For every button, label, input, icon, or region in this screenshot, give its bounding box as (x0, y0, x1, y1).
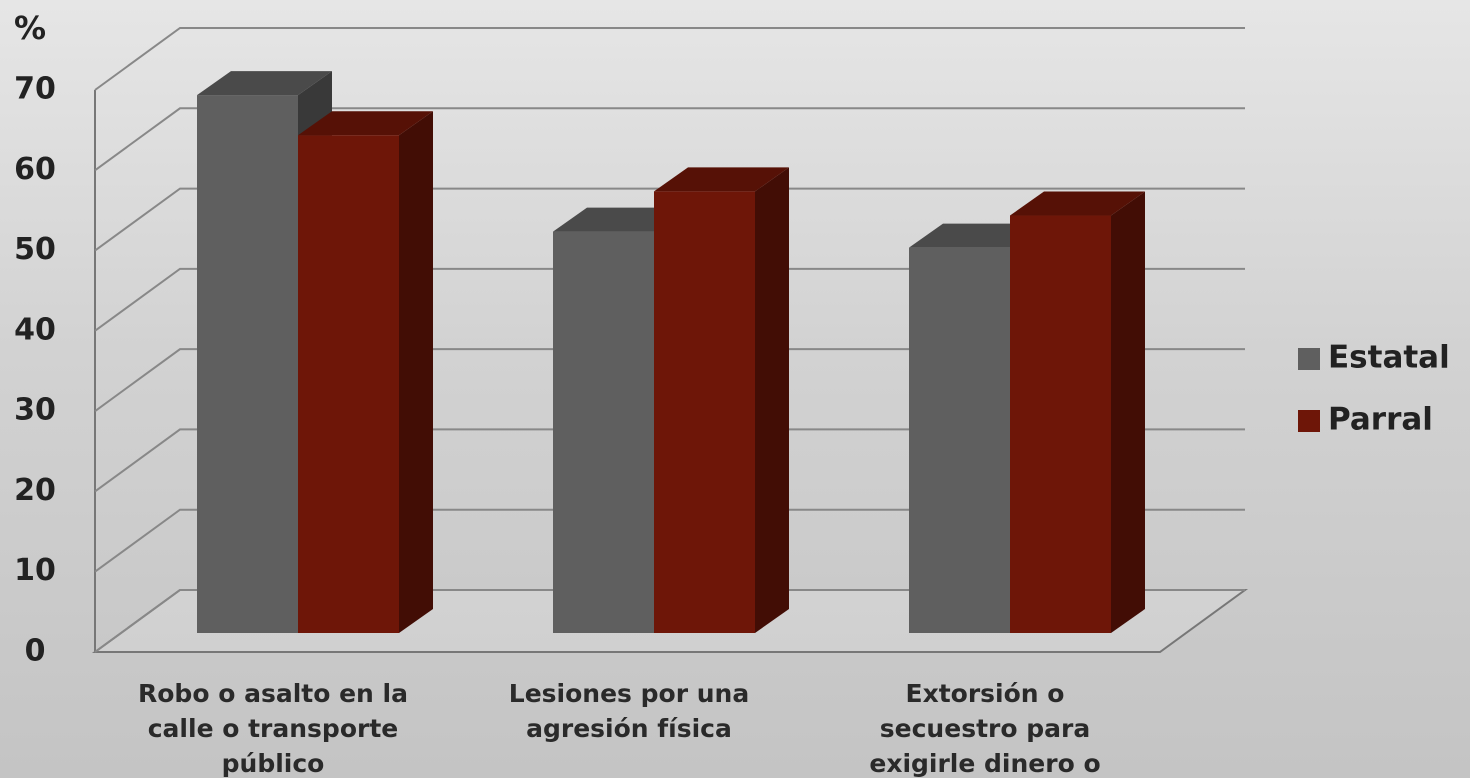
y-tick-label: 0 (25, 634, 46, 669)
legend-swatch (1298, 348, 1320, 370)
bar (654, 191, 755, 633)
grid-line (94, 187, 1245, 252)
bar (909, 247, 1010, 633)
grid-line (94, 589, 1245, 653)
grid-line (94, 348, 1245, 412)
bar-side (1111, 191, 1145, 633)
bar (298, 135, 399, 633)
bar (197, 95, 298, 634)
bar-top (1010, 191, 1145, 216)
bar (1010, 215, 1111, 633)
grid-line (94, 27, 1245, 91)
bar-side (399, 111, 433, 633)
bar (553, 231, 654, 634)
x-tick-label: Extorsión o secuestro para exigirle dine… (869, 679, 1101, 778)
legend-swatch (1298, 410, 1320, 432)
y-tick-label: 60 (14, 152, 56, 187)
y-unit-label: % (14, 9, 46, 47)
legend-label: Parral (1328, 402, 1433, 438)
y-tick-label: 40 (14, 312, 56, 347)
bar-top (298, 111, 433, 136)
y-tick-label: 70 (14, 72, 56, 107)
y-tick-label: 50 (14, 232, 56, 267)
legend-label: Estatal (1328, 340, 1450, 376)
x-tick-label: Lesiones por una agresión física (508, 679, 750, 743)
y-tick-label: 10 (14, 553, 56, 588)
bar-side (755, 167, 789, 633)
grid-line (94, 428, 1245, 493)
bar-top (197, 71, 332, 96)
grid-line (94, 107, 1245, 172)
y-tick-label: 20 (14, 473, 56, 508)
grid-line (94, 267, 1245, 332)
grid-line (94, 508, 1245, 573)
x-tick-label: Robo o asalto en la calle o transporte p… (138, 679, 408, 778)
bar-top (654, 167, 789, 192)
y-tick-label: 30 (14, 393, 56, 428)
